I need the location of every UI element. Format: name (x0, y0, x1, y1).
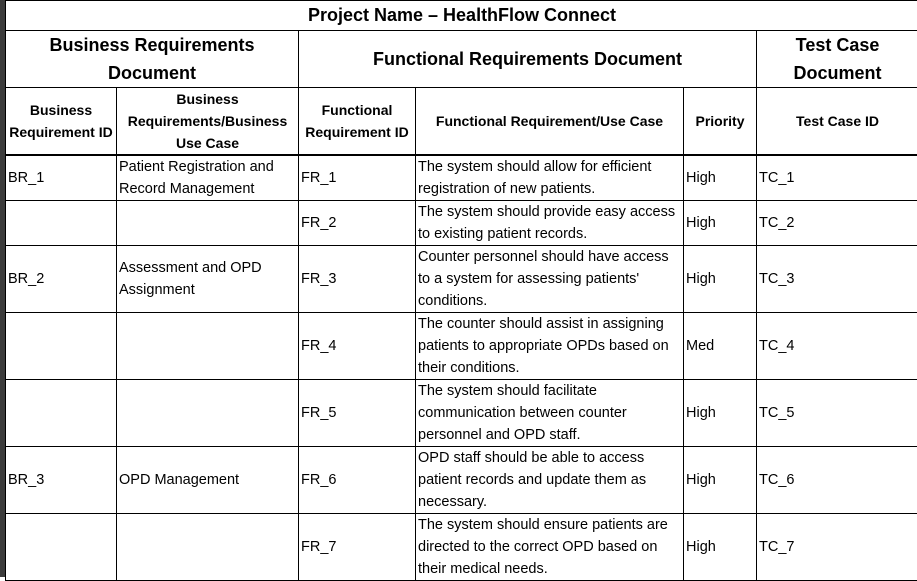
br-id-cell: BR_2 (6, 246, 117, 313)
br-id-cell: BR_3 (6, 447, 117, 514)
business-requirements-header: Business Requirements Document (6, 31, 299, 88)
priority-cell: High (684, 447, 757, 514)
tc-id-cell: TC_4 (757, 313, 917, 380)
fr-usecase-cell: The system should allow for efficient re… (416, 155, 684, 201)
tc-id-cell: TC_6 (757, 447, 917, 514)
br-usecase-cell (117, 380, 299, 447)
fr-usecase-cell: Counter personnel should have access to … (416, 246, 684, 313)
fr-id-cell: FR_3 (299, 246, 416, 313)
fr-id-cell: FR_4 (299, 313, 416, 380)
tc-id-cell: TC_5 (757, 380, 917, 447)
br-id-cell (6, 201, 117, 246)
tc-id-cell: TC_3 (757, 246, 917, 313)
table-row: FR_5 The system should facilitate commun… (6, 380, 917, 447)
test-case-header: Test Case Document (757, 31, 917, 88)
fr-id-cell: FR_2 (299, 201, 416, 246)
br-usecase-cell (117, 514, 299, 581)
tc-id-cell: TC_1 (757, 155, 917, 201)
tc-id-cell: TC_7 (757, 514, 917, 581)
br-usecase-cell: Assessment and OPD Assignment (117, 246, 299, 313)
br-id-cell (6, 514, 117, 581)
col-header-br-usecase: Business Requirements/Business Use Case (117, 88, 299, 156)
priority-cell: Med (684, 313, 757, 380)
functional-requirements-header: Functional Requirements Document (299, 31, 757, 88)
br-usecase-cell: Patient Registration and Record Manageme… (117, 155, 299, 201)
fr-usecase-cell: OPD staff should be able to access patie… (416, 447, 684, 514)
fr-id-cell: FR_1 (299, 155, 416, 201)
br-id-cell (6, 313, 117, 380)
priority-cell: High (684, 514, 757, 581)
col-header-fr-id: Functional Requirement ID (299, 88, 416, 156)
col-header-tc-id: Test Case ID (757, 88, 917, 156)
br-usecase-cell (117, 313, 299, 380)
table-row: BR_2 Assessment and OPD Assignment FR_3 … (6, 246, 917, 313)
fr-id-cell: FR_5 (299, 380, 416, 447)
priority-cell: High (684, 155, 757, 201)
table-row: FR_2 The system should provide easy acce… (6, 201, 917, 246)
priority-cell: High (684, 380, 757, 447)
table-row: FR_7 The system should ensure patients a… (6, 514, 917, 581)
fr-usecase-cell: The counter should assist in assigning p… (416, 313, 684, 380)
table-row: BR_1 Patient Registration and Record Man… (6, 155, 917, 201)
tc-id-cell: TC_2 (757, 201, 917, 246)
priority-cell: High (684, 201, 757, 246)
priority-cell: High (684, 246, 757, 313)
fr-usecase-cell: The system should facilitate communicati… (416, 380, 684, 447)
fr-usecase-cell: The system should provide easy access to… (416, 201, 684, 246)
table-row: BR_3 OPD Management FR_6 OPD staff shoul… (6, 447, 917, 514)
fr-id-cell: FR_6 (299, 447, 416, 514)
br-usecase-cell: OPD Management (117, 447, 299, 514)
col-header-br-id: Business Requirement ID (6, 88, 117, 156)
project-title: Project Name – HealthFlow Connect (6, 1, 917, 31)
table-row: FR_4 The counter should assist in assign… (6, 313, 917, 380)
br-id-cell: BR_1 (6, 155, 117, 201)
br-usecase-cell (117, 201, 299, 246)
fr-id-cell: FR_7 (299, 514, 416, 581)
col-header-fr-usecase: Functional Requirement/Use Case (416, 88, 684, 156)
fr-usecase-cell: The system should ensure patients are di… (416, 514, 684, 581)
col-header-priority: Priority (684, 88, 757, 156)
traceability-matrix-table: Project Name – HealthFlow Connect Busine… (5, 0, 917, 581)
br-id-cell (6, 380, 117, 447)
